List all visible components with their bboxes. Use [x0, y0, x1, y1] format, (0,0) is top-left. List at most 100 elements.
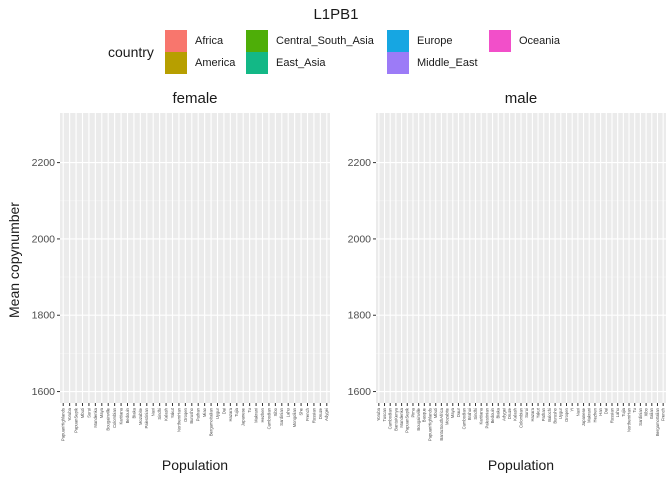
y-tick-label-female-1800: 1800: [32, 310, 56, 322]
x-tick-label-female-yoruba: Yoruba: [67, 407, 72, 421]
y-tick-label-male-2000: 2000: [348, 233, 372, 245]
y-tick-label-male-1600: 1600: [348, 386, 372, 398]
x-tick-label-male-colombian: Colombian: [518, 407, 523, 428]
x-tick-label-male-daur: Daur: [456, 407, 461, 417]
legend-title: country: [108, 44, 154, 60]
x-tick-label-female-dai: Dai: [221, 408, 226, 414]
legend-label-america: America: [195, 57, 236, 69]
x-tick-label-male-balochi: Balochi: [547, 408, 552, 422]
x-tick-label-male-uygur: Uygur: [558, 407, 563, 419]
x-tick-label-female-oroqen: Oroqen: [183, 407, 188, 422]
x-tick-label-male-xibo: Xibo: [643, 407, 648, 416]
x-tick-label-male-lahu: Lahu: [615, 407, 620, 417]
x-tick-label-male-papuansepik: PapuanSepik: [405, 407, 410, 433]
x-tick-label-male-yoruba: Yoruba: [376, 407, 381, 421]
x-tick-label-male-basque: Basque: [422, 407, 427, 422]
x-tick-label-female-french: French: [305, 407, 310, 421]
x-tick-label-female-russian: Russian: [311, 407, 316, 423]
y-tick-label-female-2200: 2200: [32, 157, 56, 169]
x-tick-label-male-oroqen: Oroqen: [564, 407, 569, 422]
x-tick-label-male-kalash: Kalash: [513, 407, 518, 420]
x-tick-label-male-burusho: Burusho: [553, 407, 558, 423]
x-tick-label-female-mbuti: Mbuti: [80, 408, 85, 418]
x-tick-label-male-mozabite: Mozabite: [444, 407, 449, 425]
x-tick-label-male-surui: Surui: [524, 408, 529, 418]
x-tick-label-male-palestinian: Palestinian: [484, 407, 489, 428]
x-tick-label-female-karitiana: Karitiana: [118, 407, 123, 424]
x-tick-label-male-yi: Yi: [570, 408, 575, 412]
x-tick-label-female-hezhen: Hezhen: [260, 407, 265, 422]
x-tick-label-female-adygei: Adygei: [324, 408, 329, 421]
legend-key-central-south-asia: [246, 30, 268, 52]
x-tick-label-female-kalash: Kalash: [163, 407, 168, 420]
legend-label-middle-east: Middle_East: [417, 57, 478, 69]
x-tick-label-male-mbuti: Mbuti: [433, 408, 438, 418]
x-tick-label-female-sardinian: Sardinian: [279, 407, 284, 425]
x-tick-label-male-papuanhighlands: PapuanHighlands: [427, 408, 432, 441]
legend: country Africa America Central_South_Asi…: [108, 28, 578, 76]
x-tick-label-female-yakut: Yakut: [170, 407, 175, 418]
x-tick-label-female-japanese: Japanese: [241, 407, 246, 426]
x-tick-label-male-mandenka: Mandenka: [399, 407, 404, 427]
x-tick-label-female-papuansepik: PapuanSepik: [73, 407, 78, 433]
x-tick-label-male-brahui: Brahui: [467, 408, 472, 420]
x-tick-label-female-makrani: Makrani: [253, 408, 258, 423]
x-tick-label-male-makrani: Makrani: [587, 408, 592, 423]
legend-label-central-south-asia: Central_South_Asia: [276, 35, 374, 47]
x-tick-label-male-italian: Italian: [649, 407, 654, 419]
x-tick-label-female-druze: Druze: [318, 407, 323, 419]
x-tick-label-male-yakut: Yakut: [535, 407, 540, 418]
x-tick-label-female-tujia: Tujia: [234, 407, 239, 417]
x-tick-label-female-biaka: Biaka: [131, 407, 136, 418]
y-tick-label-male-2200: 2200: [348, 157, 372, 169]
x-tick-label-male-adygei: Adygei: [501, 408, 506, 421]
x-tick-label-male-japanese: Japanese: [581, 407, 586, 426]
legend-key-america: [165, 52, 187, 74]
x-tick-label-male-dai: Dai: [604, 408, 609, 414]
x-tick-label-female-colombian: Colombian: [112, 407, 117, 428]
legend-label-east-asia: East_Asia: [276, 57, 326, 69]
legend-label-africa: Africa: [195, 35, 224, 47]
x-tick-label-male-bougainville: Bougainville: [416, 407, 421, 430]
x-tick-label-female-bougainville: Bougainville: [106, 407, 111, 430]
y-tick-label-female-1600: 1600: [32, 386, 56, 398]
x-tick-label-male-druze: Druze: [507, 407, 512, 419]
x-tick-label-female-palestinian: Palestinian: [144, 407, 149, 428]
x-tick-label-male-maya: Maya: [450, 407, 455, 418]
x-tick-label-female-miao: Miao: [202, 407, 207, 417]
x-tick-label-female-bergamoitalian: BergamoItalian: [208, 407, 213, 436]
x-tick-label-female-mandenka: Mandenka: [93, 407, 98, 427]
x-tick-label-male-hezhen: Hezhen: [592, 407, 597, 422]
legend-key-oceania: [489, 30, 511, 52]
x-tick-label-female-naxi: Naxi: [151, 408, 156, 416]
x-tick-label-female-uygur: Uygur: [215, 407, 220, 419]
x-tick-label-male-pathan: Pathan: [541, 407, 546, 421]
x-tick-label-male-bantusouthafrica: BantuSouthAfrica: [439, 407, 444, 440]
x-tick-label-male-northernhan: NorthernHan: [626, 407, 631, 432]
x-tick-label-female-cambodian: Cambodian: [266, 407, 271, 429]
x-tick-label-male-biaka: Biaka: [496, 407, 501, 418]
x-tick-label-female-xibo: Xibo: [273, 407, 278, 416]
x-tick-label-male-naxi: Naxi: [575, 408, 580, 416]
x-tick-label-male-bergamoitalian: BergamoItalian: [655, 407, 660, 436]
legend-label-oceania: Oceania: [519, 35, 560, 47]
x-tick-label-male-pima: Pima: [410, 407, 415, 417]
chart-title: L1PB1: [313, 6, 359, 23]
x-tick-label-male-tuscan: Tuscan: [382, 407, 387, 421]
x-tick-label-female-bedouin: Bedouin: [125, 407, 130, 423]
x-tick-label-female-lahu: Lahu: [286, 407, 291, 417]
panel-background-female: [60, 113, 330, 403]
x-tick-label-female-she: She: [298, 407, 303, 415]
strip-label-female: female: [172, 90, 217, 107]
legend-key-africa: [165, 30, 187, 52]
x-tick-label-female-mongolian: Mongolian: [292, 407, 297, 427]
x-tick-label-male-french: French: [661, 407, 666, 421]
x-tick-label-male-cambodian: Cambodian: [388, 407, 393, 429]
legend-key-middle-east: [387, 52, 409, 74]
x-tick-label-male-tujia: Tujia: [621, 407, 626, 417]
x-tick-label-female-pathan: Pathan: [196, 407, 201, 421]
x-tick-label-male-cambodian: Cambodian: [462, 407, 467, 429]
x-tick-label-male-sardinian: Sardinian: [638, 407, 643, 425]
x-axis-title-male: Population: [487, 457, 555, 473]
